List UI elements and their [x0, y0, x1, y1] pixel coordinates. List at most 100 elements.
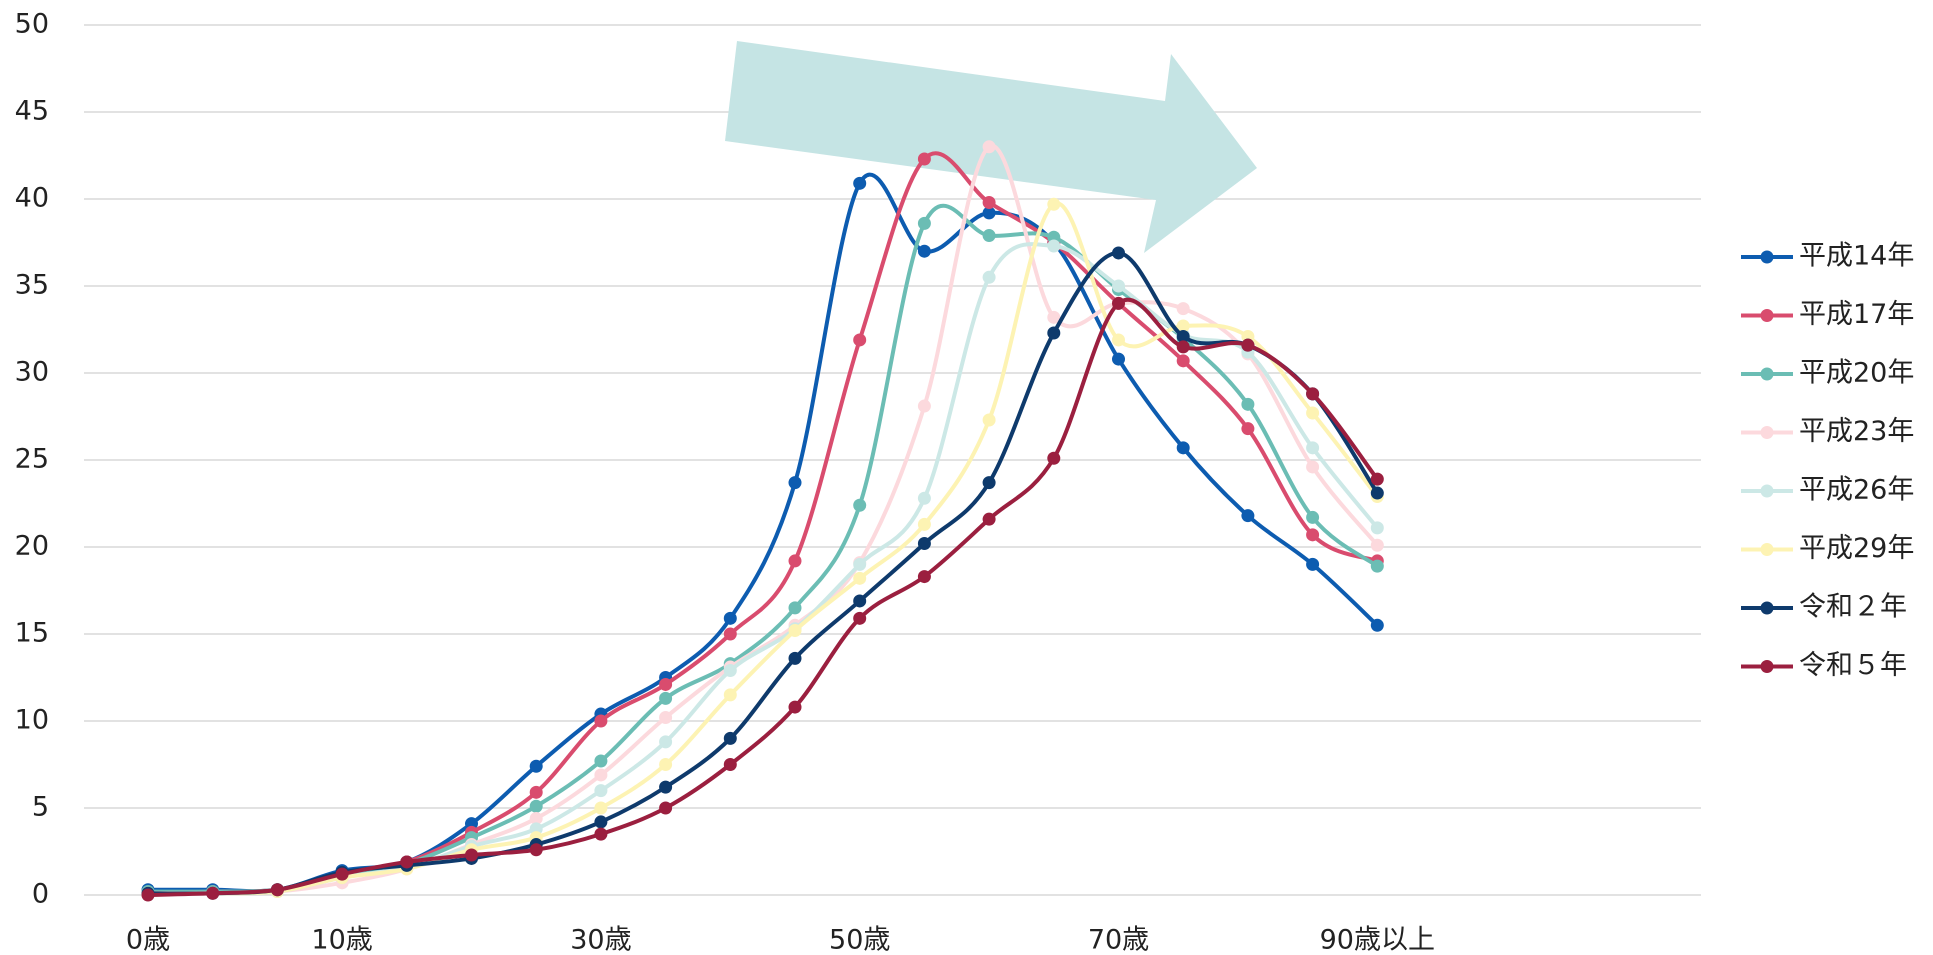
- point: [1306, 406, 1320, 420]
- legend-marker: [1760, 484, 1774, 498]
- series: [141, 246, 1384, 900]
- legend-marker: [1760, 660, 1774, 673]
- line: [147, 144, 1379, 896]
- point: [917, 216, 931, 230]
- point: [723, 627, 737, 641]
- point: [853, 333, 867, 347]
- legend-label: 平成23年: [1799, 416, 1914, 447]
- point: [1047, 326, 1061, 340]
- series: [141, 296, 1384, 902]
- line: [147, 297, 1379, 897]
- point: [788, 700, 802, 714]
- point: [917, 537, 931, 551]
- legend-marker: [1760, 250, 1774, 264]
- point: [853, 498, 867, 512]
- point: [659, 758, 673, 771]
- legend-label: 平成20年: [1799, 358, 1914, 389]
- legend-label: 平成26年: [1799, 475, 1914, 506]
- line: [147, 203, 1379, 894]
- point: [982, 512, 996, 526]
- x-tick-label: 30歳: [570, 925, 631, 955]
- y-tick-label: 40: [15, 183, 49, 214]
- x-tick-label: 70歳: [1088, 925, 1149, 955]
- point: [465, 848, 478, 862]
- point: [788, 554, 802, 568]
- point: [659, 801, 673, 815]
- point: [723, 688, 737, 702]
- point: [853, 557, 867, 571]
- legend-marker: [1760, 309, 1774, 322]
- point: [529, 759, 543, 773]
- series: [141, 151, 1384, 900]
- point: [1370, 538, 1384, 552]
- point: [1112, 246, 1125, 260]
- point: [594, 801, 608, 815]
- x-tick-label: 10歳: [311, 925, 372, 955]
- point: [917, 491, 931, 505]
- point: [141, 888, 155, 902]
- y-tick-label: 15: [15, 618, 49, 649]
- y-tick-label: 50: [15, 9, 49, 40]
- point: [1370, 618, 1384, 632]
- y-tick-label: 30: [15, 357, 49, 388]
- point: [1306, 460, 1320, 474]
- point: [723, 611, 737, 625]
- point: [1370, 486, 1384, 500]
- x-tick-label: 50歳: [829, 925, 890, 955]
- line: [147, 151, 1379, 896]
- point: [917, 399, 931, 413]
- point: [1176, 354, 1190, 368]
- series: [141, 203, 1384, 899]
- point: [659, 711, 673, 725]
- x-tick-label: 0歳: [126, 925, 170, 955]
- point: [270, 883, 284, 897]
- point: [400, 855, 414, 869]
- point: [1306, 441, 1320, 455]
- point: [1047, 197, 1061, 211]
- series: [141, 197, 1384, 900]
- legend-marker: [1760, 601, 1774, 615]
- point: [659, 735, 673, 749]
- point: [594, 768, 608, 782]
- legend-label: 令和２年: [1799, 592, 1907, 623]
- x-tick-label: 90歳以上: [1320, 925, 1435, 955]
- series: [141, 172, 1384, 897]
- point: [529, 811, 543, 825]
- point: [1112, 333, 1125, 347]
- point: [917, 244, 931, 258]
- point: [594, 827, 608, 841]
- point: [723, 731, 737, 745]
- point: [659, 780, 673, 794]
- point: [1176, 329, 1190, 343]
- point: [594, 754, 608, 768]
- legend-label: 平成17年: [1799, 299, 1914, 330]
- point: [206, 886, 220, 900]
- point: [529, 799, 543, 813]
- point: [1306, 510, 1320, 524]
- legend-label: 平成14年: [1799, 241, 1914, 272]
- point: [982, 270, 996, 284]
- point: [659, 677, 673, 691]
- point: [1306, 387, 1320, 401]
- legend-marker: [1760, 543, 1774, 556]
- point: [1241, 509, 1255, 523]
- point: [1370, 472, 1384, 486]
- point: [917, 570, 931, 584]
- legend-label: 平成29年: [1799, 533, 1914, 564]
- point: [1241, 338, 1255, 352]
- point: [917, 152, 931, 166]
- point: [1047, 451, 1061, 465]
- line: [147, 201, 1379, 896]
- point: [594, 714, 608, 728]
- point: [659, 691, 673, 705]
- y-tick-label: 35: [15, 270, 49, 301]
- point: [1306, 557, 1320, 571]
- point: [1241, 422, 1255, 436]
- point: [1241, 397, 1255, 411]
- point: [982, 140, 996, 154]
- point: [1047, 310, 1061, 324]
- point: [1370, 559, 1384, 573]
- y-tick-label: 0: [32, 879, 49, 910]
- y-tick-label: 20: [15, 531, 49, 562]
